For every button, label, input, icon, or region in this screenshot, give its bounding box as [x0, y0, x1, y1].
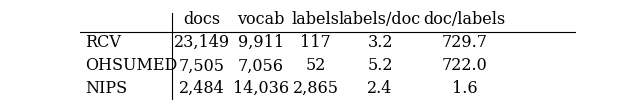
Text: NIPS: NIPS [85, 79, 127, 96]
Text: 1.6: 1.6 [452, 79, 477, 96]
Text: OHSUMED: OHSUMED [85, 57, 177, 74]
Text: doc/labels: doc/labels [423, 11, 506, 28]
Text: 2,865: 2,865 [292, 79, 339, 96]
Text: 9,911: 9,911 [238, 34, 284, 51]
Text: 14,036: 14,036 [233, 79, 289, 96]
Text: docs: docs [183, 11, 220, 28]
Text: 7,505: 7,505 [179, 57, 225, 74]
Text: labels/doc: labels/doc [339, 11, 421, 28]
Text: 2,484: 2,484 [179, 79, 225, 96]
Text: 7,056: 7,056 [238, 57, 284, 74]
Text: 3.2: 3.2 [367, 34, 393, 51]
Text: 722.0: 722.0 [442, 57, 487, 74]
Text: 729.7: 729.7 [442, 34, 488, 51]
Text: 52: 52 [305, 57, 326, 74]
Text: 117: 117 [300, 34, 331, 51]
Text: RCV: RCV [85, 34, 121, 51]
Text: 5.2: 5.2 [367, 57, 393, 74]
Text: 2.4: 2.4 [367, 79, 393, 96]
Text: vocab: vocab [237, 11, 285, 28]
Text: 23,149: 23,149 [173, 34, 230, 51]
Text: labels: labels [292, 11, 340, 28]
